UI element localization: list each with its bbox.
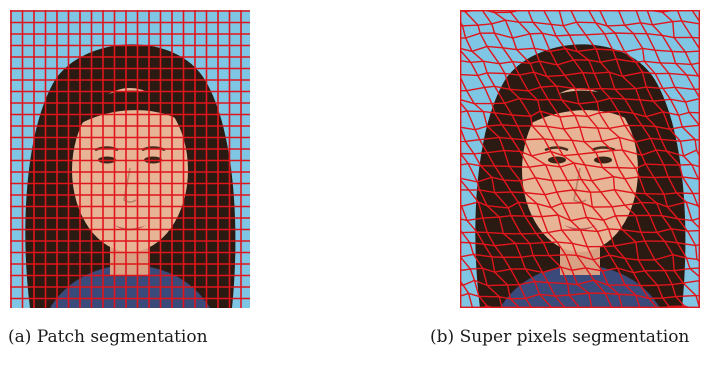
- caption-b-text: Super pixels segmentation: [459, 327, 690, 347]
- caption-b-label: (b): [430, 327, 455, 347]
- left-eye: [548, 156, 566, 164]
- caption-b: (b) Super pixels segmentation: [430, 325, 708, 349]
- patch-segmentation-image: [10, 10, 250, 308]
- caption-a: (a) Patch segmentation: [8, 325, 278, 349]
- left-brow: [544, 146, 569, 152]
- nose: [123, 167, 137, 203]
- right-eye: [594, 156, 612, 164]
- mouth: [564, 225, 596, 231]
- face-photo-with-superpixels: [460, 10, 700, 308]
- nose: [573, 167, 587, 203]
- right-brow: [591, 146, 616, 152]
- superpixel-frame: [460, 10, 700, 308]
- caption-a-text: Patch segmentation: [36, 327, 208, 347]
- superpixel-boundaries: [460, 10, 700, 308]
- fringe-shape: [70, 90, 192, 130]
- caption-a-label: (a): [8, 327, 32, 347]
- face-photo-with-grid: [10, 10, 250, 308]
- patch-grid: [10, 10, 250, 308]
- superpixel-segmentation-image: [460, 10, 700, 308]
